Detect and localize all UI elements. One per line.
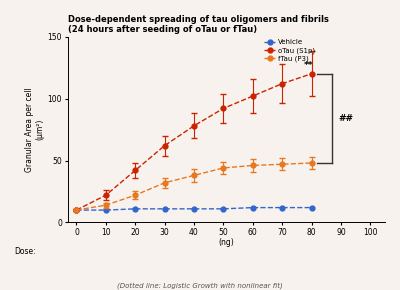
Text: Dose:: Dose: [14, 246, 36, 256]
Y-axis label: Granular Area per cell
(µm²): Granular Area per cell (µm²) [25, 87, 45, 172]
Text: **: ** [304, 61, 313, 70]
Text: Dose-dependent spreading of tau oligomers and fibrils
(24 hours after seeding of: Dose-dependent spreading of tau oligomer… [68, 15, 328, 35]
Text: (Dotted line: Logistic Growth with nonlinear fit): (Dotted line: Logistic Growth with nonli… [117, 282, 283, 289]
X-axis label: (ng): (ng) [218, 238, 234, 247]
Legend: Vehicle, oTau (S1p), fTau (P3): Vehicle, oTau (S1p), fTau (P3) [262, 36, 318, 65]
Text: ##: ## [338, 114, 353, 123]
